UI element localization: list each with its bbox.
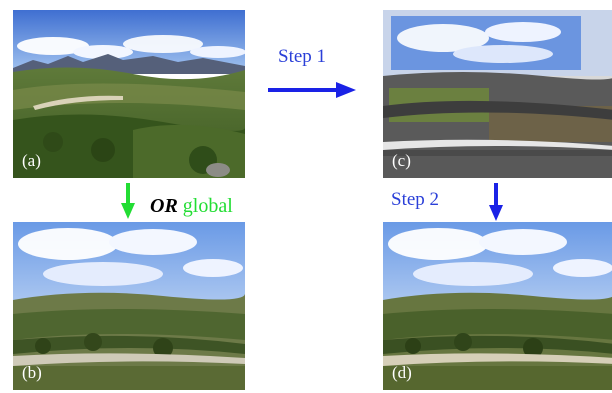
panel-b-global-result: (b)	[13, 222, 245, 390]
panel-b-label: (b)	[22, 363, 42, 382]
global-arrow-icon	[121, 183, 135, 219]
step2-arrow-icon	[489, 183, 503, 221]
step1-arrow-icon	[268, 82, 356, 98]
panel-a-label: (a)	[22, 151, 41, 170]
panel-d-step2-result: (d)	[383, 222, 612, 390]
or-text: OR	[150, 195, 178, 217]
global-text: global	[182, 195, 233, 217]
panel-c-label: (c)	[392, 151, 411, 170]
or-global-label: OR global	[150, 196, 233, 216]
panel-c-step1-result: (c)	[383, 10, 612, 178]
step1-label: Step 1	[278, 46, 327, 67]
step2-label: Step 2	[391, 189, 440, 210]
panel-a-source-image: (a)	[13, 10, 245, 178]
panel-d-label: (d)	[392, 363, 412, 382]
